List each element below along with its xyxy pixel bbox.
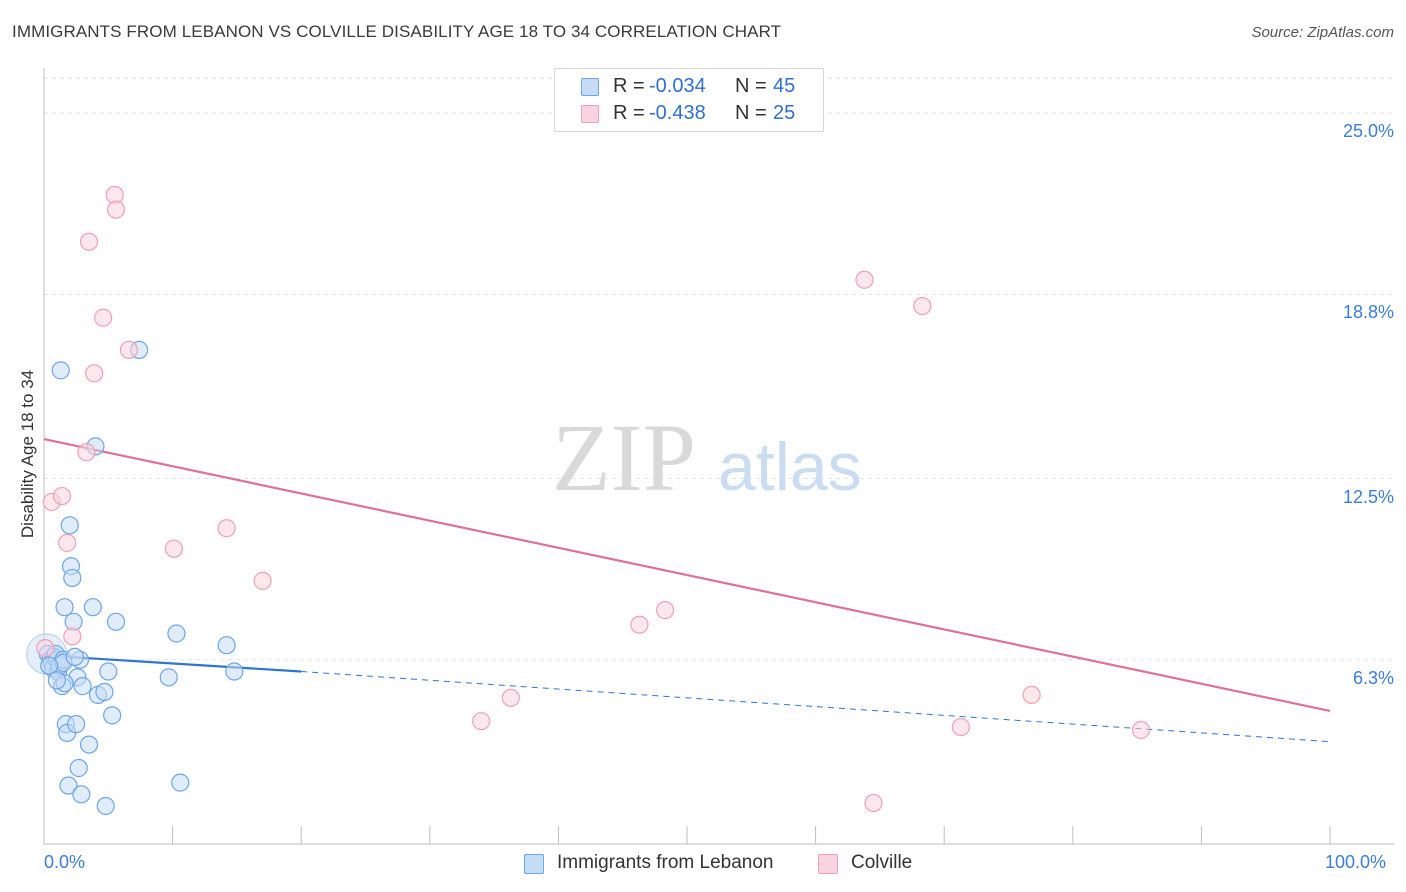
colville-point	[1131, 720, 1151, 740]
colville-point	[85, 364, 104, 383]
colville-point	[164, 539, 183, 558]
lebanon-point	[47, 671, 66, 690]
legend-r-label: R =	[613, 75, 645, 97]
data-points	[26, 185, 1151, 816]
lebanon-point	[217, 636, 236, 655]
colville-point	[913, 296, 932, 316]
colville-point	[119, 340, 138, 360]
legend-n-value: 45	[773, 75, 796, 97]
colville-point	[63, 627, 82, 646]
bottom-legend-label-colville: Colville	[851, 852, 913, 873]
colville-trend-line	[43, 437, 1331, 713]
correlation-legend: R = -0.034 N = 45 R = -0.438 N = 25	[554, 68, 824, 132]
y-axis-label: Disability Age 18 to 34	[18, 369, 37, 539]
colville-point	[855, 270, 874, 289]
legend-n-value: 25	[773, 102, 796, 124]
lebanon-point	[95, 682, 114, 702]
legend-swatch-colville	[581, 105, 599, 123]
bottom-legend-swatch-lebanon	[524, 854, 544, 874]
legend-row-colville: R = -0.438 N = 25	[555, 101, 823, 127]
colville-point	[630, 615, 649, 634]
lebanon-point	[103, 706, 122, 725]
lebanon-point	[67, 715, 86, 734]
lebanon-point	[69, 758, 88, 778]
legend-swatch-lebanon	[581, 78, 599, 96]
lebanon-point	[106, 612, 126, 631]
lebanon-point	[65, 647, 84, 666]
chart-title: IMMIGRANTS FROM LEBANON VS COLVILLE DISA…	[12, 22, 782, 41]
lebanon-point	[83, 598, 102, 617]
colville-point	[253, 571, 272, 590]
grid-lines	[44, 77, 1394, 661]
y-tick-label: 12.5%	[1342, 486, 1394, 507]
legend-r-value: -0.438	[649, 102, 706, 124]
lebanon-point	[99, 662, 118, 681]
source-label: Source: ZipAtlas.com	[1251, 24, 1394, 41]
bottom-legend-label-lebanon: Immigrants from Lebanon	[557, 852, 774, 873]
lebanon-point	[96, 796, 115, 816]
lebanon-point	[63, 568, 82, 588]
watermark-atlas: atlas	[718, 429, 862, 505]
bottom-legend-swatch-colville	[818, 854, 838, 874]
lebanon-point	[51, 361, 70, 380]
lebanon-point	[60, 516, 79, 535]
legend-n-label: N =	[735, 102, 767, 124]
legend-r-value: -0.034	[649, 75, 706, 97]
lebanon-point	[55, 598, 74, 617]
legend-r-label: R =	[613, 102, 645, 124]
colville-point	[656, 601, 675, 620]
legend-row-lebanon: R = -0.034 N = 45	[555, 74, 823, 100]
watermark: ZIP atlas	[552, 404, 862, 511]
colville-point	[864, 793, 883, 813]
colville-point	[106, 200, 126, 219]
lebanon-point	[40, 656, 59, 675]
lebanon-point	[59, 776, 78, 795]
lebanon-point	[73, 677, 92, 696]
y-tick-label: 18.8%	[1342, 302, 1394, 323]
colville-point	[94, 308, 113, 327]
lebanon-point	[79, 735, 99, 754]
colville-point	[501, 688, 520, 707]
lebanon-point	[225, 662, 244, 681]
colville-point	[52, 486, 72, 506]
y-tick-label: 6.3%	[1352, 667, 1394, 688]
x-tick-max: 100.0%	[1325, 852, 1387, 872]
colville-point	[1022, 685, 1041, 704]
colville-point	[217, 519, 236, 538]
watermark-zip: ZIP	[552, 404, 696, 511]
lebanon-point	[159, 668, 178, 687]
colville-point	[951, 717, 971, 737]
legend-n-label: N =	[735, 75, 767, 97]
colville-point	[79, 232, 99, 251]
lebanon-point	[171, 773, 190, 792]
colville-point	[58, 533, 77, 552]
axes	[43, 68, 1394, 845]
y-tick-label: 25.0%	[1342, 121, 1394, 142]
colville-point	[36, 639, 55, 658]
lebanon-trend-extrapolation	[301, 671, 1331, 743]
x-tick-min: 0.0%	[44, 852, 86, 872]
colville-point	[77, 443, 96, 462]
lebanon-point	[167, 624, 186, 643]
lebanon-point	[72, 785, 91, 804]
colville-point	[472, 712, 491, 731]
